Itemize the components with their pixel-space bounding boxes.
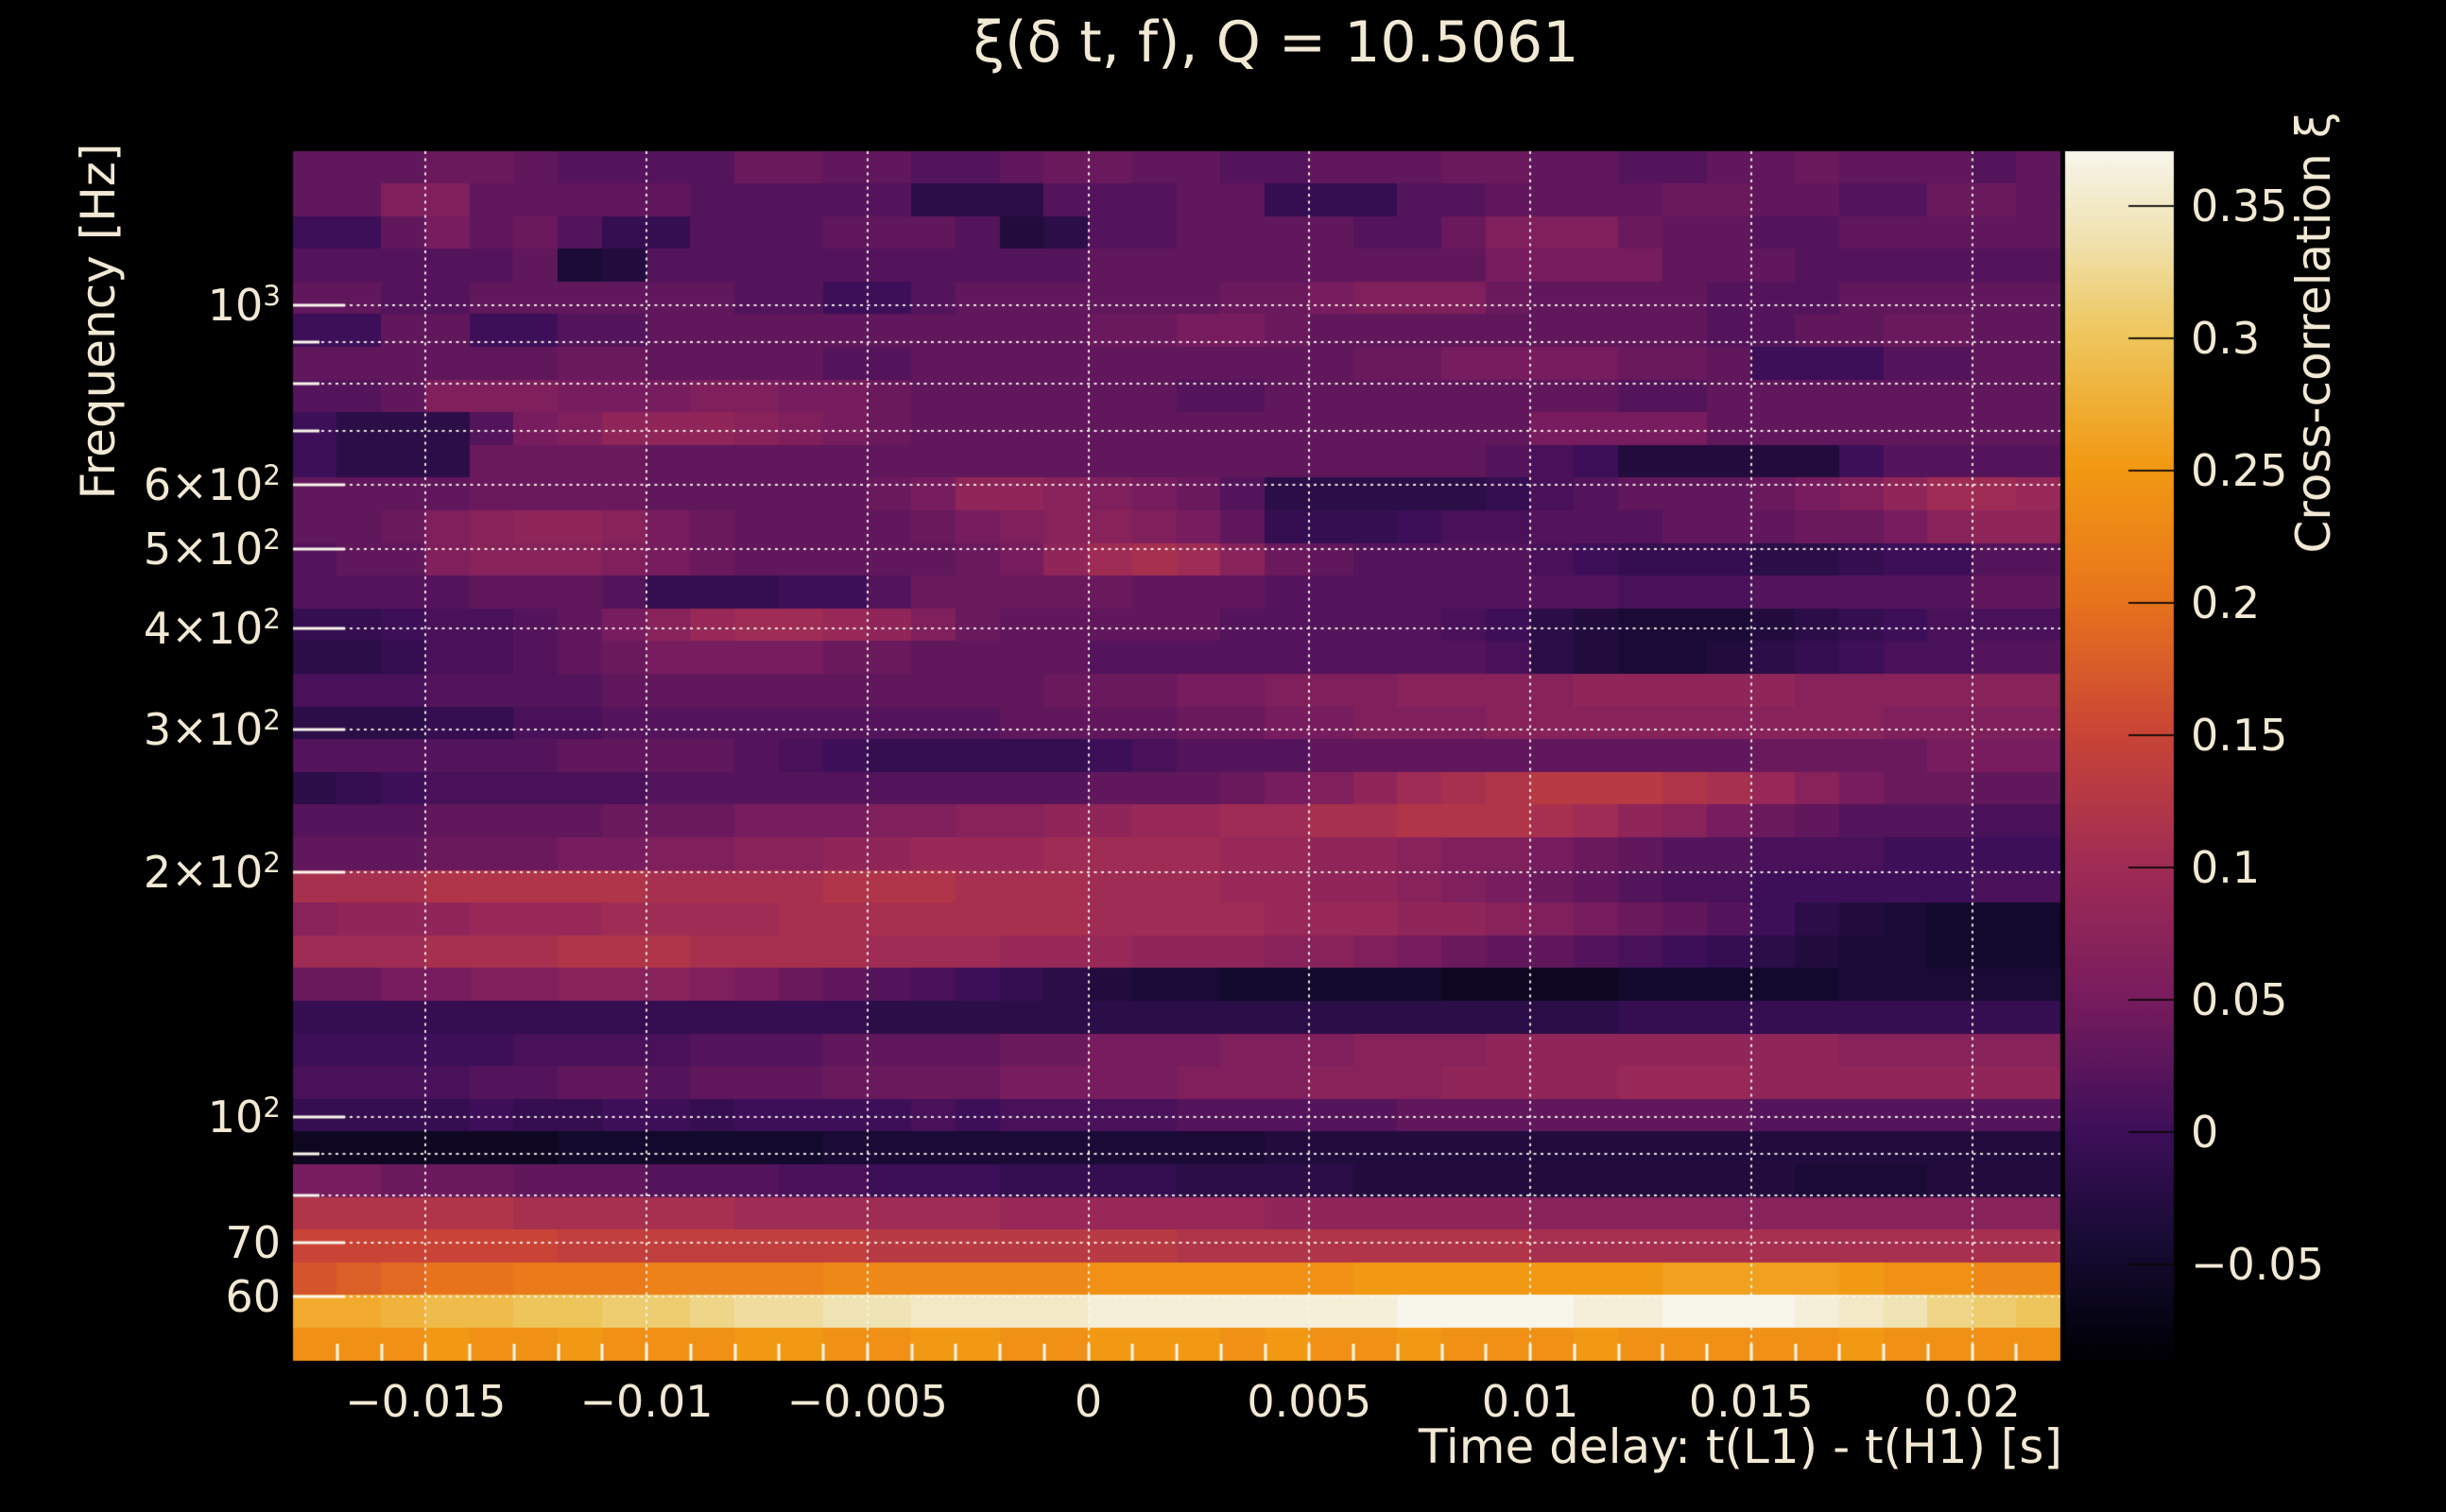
x-tick-label: 0.02 [1923,1376,2021,1427]
x-tick-label: 0.01 [1481,1376,1579,1427]
colorbar-tick-label: 0.35 [2191,180,2288,232]
y-tick-label: 2×102 [143,846,281,899]
x-tick-label: 0.005 [1247,1376,1372,1427]
y-tick-label: 102 [207,1091,281,1143]
y-tick-label: 4×102 [143,602,281,654]
colorbar-tick-label: 0 [2191,1107,2219,1159]
x-tick-label: 0.015 [1688,1376,1814,1427]
colorbar-title: Cross-correlation ξ [2286,112,2341,554]
y-tick-label: 60 [225,1271,281,1322]
colorbar-tick-label: 0.25 [2191,444,2288,496]
x-tick-label: −0.01 [579,1376,714,1427]
y-tick-label: 3×102 [143,703,281,756]
colorbar-tick-label: 0.3 [2191,312,2261,364]
colorbar-tick-label: 0.2 [2191,577,2261,628]
colorbar-tick-label: 0.05 [2191,974,2288,1026]
y-axis-title: Frequency [Hz] [71,143,126,500]
x-tick-label: −0.015 [345,1376,507,1427]
colorbar-tick-label: −0.05 [2191,1239,2324,1291]
colorbar-tick-label: 0.1 [2191,842,2261,894]
x-axis-title: Time delay: t(L1) - t(H1) [s] [1418,1419,2062,1474]
x-tick-label: −0.005 [786,1376,948,1427]
y-tick-label: 6×102 [143,459,281,511]
plot-title: ξ(δ t, f), Q = 10.5061 [973,9,1579,76]
y-tick-label: 70 [225,1216,281,1268]
y-tick-label: 5×102 [143,524,281,576]
x-tick-label: 0 [1074,1376,1103,1427]
y-tick-label: 103 [207,279,281,332]
colorbar-tick-label: 0.15 [2191,710,2288,762]
